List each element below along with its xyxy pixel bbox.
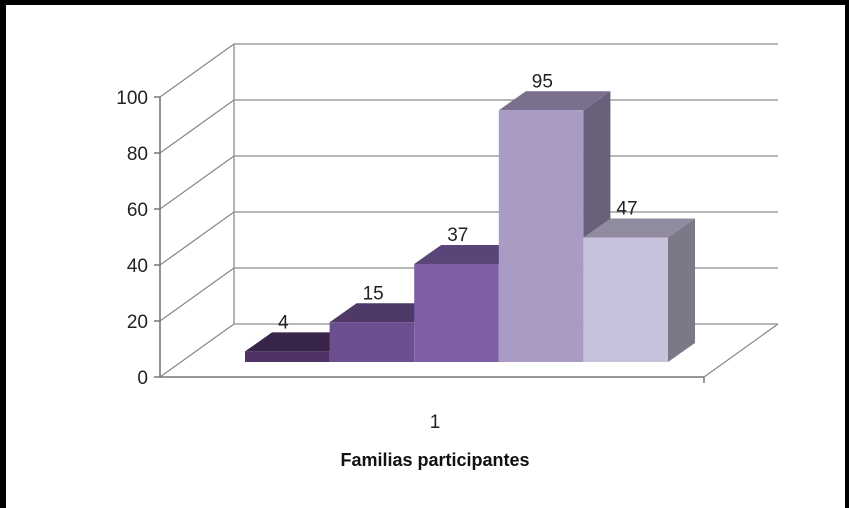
- gridline-side: [159, 99, 235, 154]
- bar-series-5: [583, 218, 695, 362]
- y-tick-label: 40: [127, 256, 148, 277]
- bar-series-2: [329, 303, 442, 362]
- data-labels: 4 15 37 95 47: [278, 71, 638, 333]
- bar-top: [329, 303, 442, 323]
- bar: [245, 351, 330, 362]
- y-tick-label: 0: [137, 368, 148, 389]
- y-tick-label: 60: [127, 200, 148, 221]
- gridline-side: [159, 323, 235, 378]
- bar-top: [414, 244, 526, 264]
- x-axis-label: Familias participantes: [340, 450, 529, 470]
- bar-series-3: [414, 244, 526, 362]
- bar-series-4: [498, 91, 611, 362]
- bar-top: [245, 332, 357, 352]
- y-tick-label: 20: [127, 312, 148, 333]
- data-label: 4: [278, 312, 289, 333]
- bar: [583, 237, 668, 362]
- gridline-side: [159, 155, 235, 210]
- axes: [154, 96, 705, 383]
- gridline-side: [159, 211, 235, 266]
- y-tick-label: 80: [127, 144, 148, 165]
- data-label: 37: [447, 225, 468, 246]
- bar-series-1: [245, 332, 357, 362]
- bar-top: [583, 218, 695, 238]
- data-label: 15: [363, 283, 384, 304]
- bar-top: [498, 91, 611, 111]
- bar-side: [668, 218, 695, 362]
- gridline-side: [159, 43, 235, 98]
- bar: [414, 263, 499, 362]
- data-label: 95: [532, 71, 553, 92]
- bars: [245, 91, 695, 362]
- y-tick-labels: 0 20 40 60 80 100: [116, 88, 148, 389]
- bar: [329, 322, 415, 362]
- floor-edge-right: [703, 323, 779, 378]
- y-tick-label: 100: [116, 88, 148, 109]
- bar: [498, 110, 584, 362]
- data-label: 47: [616, 198, 637, 219]
- x-tick-label: 1: [430, 412, 441, 433]
- gridline-side: [159, 267, 235, 322]
